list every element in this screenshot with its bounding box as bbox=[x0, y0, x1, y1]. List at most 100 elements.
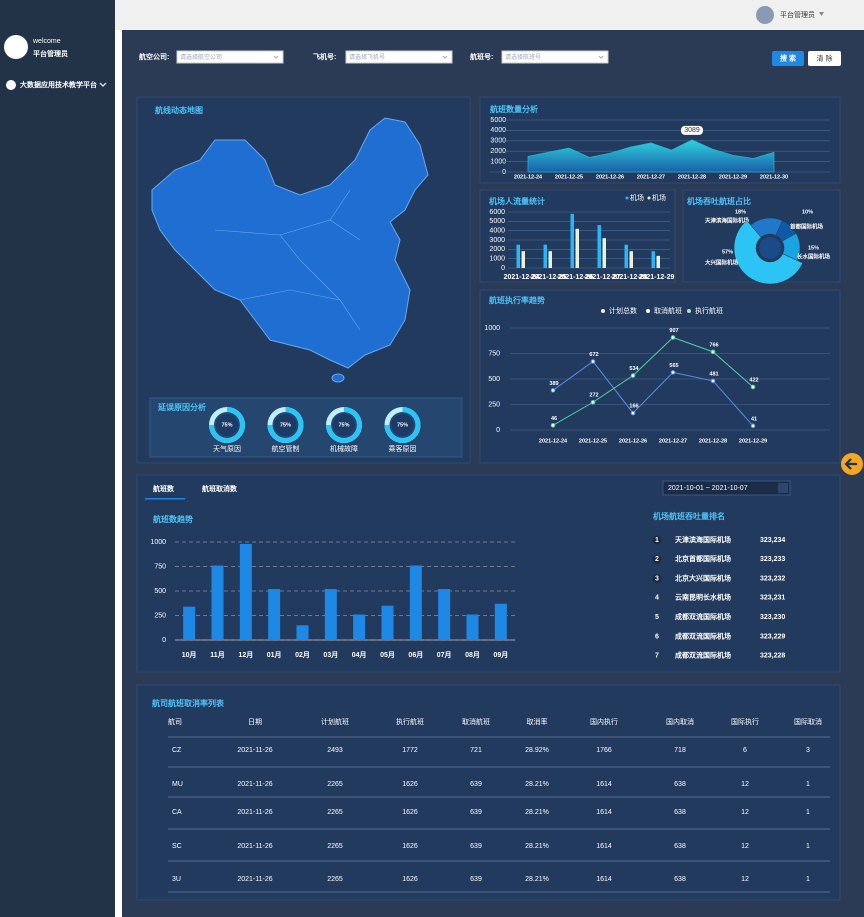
clear-button[interactable] bbox=[808, 51, 841, 66]
x-tick-label: 09月 bbox=[493, 651, 508, 659]
tab[interactable]: 航班取消数 bbox=[202, 484, 238, 493]
cell: 639 bbox=[470, 876, 482, 883]
search-text: 搜 索 bbox=[780, 53, 796, 62]
x-tick-label: 06月 bbox=[408, 651, 423, 659]
cell: 638 bbox=[674, 843, 686, 850]
column-header: 航司 bbox=[168, 717, 182, 726]
y-tick-label: 1000 bbox=[150, 539, 166, 546]
panel-title: 机场吞吐航班占比 bbox=[687, 196, 751, 206]
cell: 1626 bbox=[402, 843, 418, 850]
airport: 成都双流国际机场 bbox=[675, 631, 731, 640]
top-bar bbox=[115, 0, 864, 30]
donut-center bbox=[216, 414, 238, 436]
pie-label: 长水国际机场 bbox=[797, 252, 831, 260]
point bbox=[710, 378, 716, 384]
legend-dot bbox=[646, 309, 650, 313]
bar bbox=[651, 251, 655, 268]
data-label: 672 bbox=[589, 352, 598, 358]
rank-badge bbox=[652, 574, 662, 584]
donut-label: 75% bbox=[221, 422, 232, 428]
legend-label: 取消航班 bbox=[654, 306, 682, 315]
header-user[interactable]: 平台管理员 bbox=[780, 10, 815, 19]
filter-input[interactable] bbox=[176, 50, 284, 64]
filter-label: 飞机号: bbox=[313, 52, 336, 61]
menu-chevron[interactable] bbox=[99, 82, 107, 87]
legend-dot bbox=[625, 196, 629, 200]
column-header: 国内执行 bbox=[590, 717, 618, 726]
filter-label: 航空公司: bbox=[139, 52, 169, 61]
x-tick-label: 2021-12-25 bbox=[579, 438, 607, 444]
menu-item[interactable]: 大数据应用技术教学平台 bbox=[20, 80, 97, 89]
bar bbox=[494, 603, 507, 640]
bar bbox=[381, 605, 394, 640]
area bbox=[527, 139, 775, 173]
y-tick-label: 750 bbox=[154, 563, 166, 570]
cell: 718 bbox=[674, 747, 686, 754]
cell: 638 bbox=[674, 809, 686, 816]
pie-value: 15% bbox=[808, 245, 819, 251]
bar bbox=[656, 255, 660, 268]
date-range[interactable] bbox=[662, 480, 791, 496]
bar bbox=[268, 589, 281, 640]
point bbox=[670, 335, 676, 340]
donut-name: 机械故障 bbox=[330, 444, 358, 453]
cell: 2265 bbox=[327, 781, 343, 788]
donut-center bbox=[333, 414, 355, 436]
search-button[interactable] bbox=[772, 51, 804, 66]
y-tick-label: 5000 bbox=[490, 117, 506, 124]
cell: 28.21% bbox=[525, 843, 549, 850]
column-header: 取消航班 bbox=[462, 717, 490, 726]
x-tick-label: 11月 bbox=[210, 651, 224, 659]
rank: 4 bbox=[655, 595, 659, 602]
filter-input[interactable] bbox=[345, 50, 453, 64]
avatar[interactable] bbox=[756, 6, 774, 24]
bar bbox=[575, 228, 579, 268]
bar bbox=[466, 614, 479, 640]
filter-input[interactable] bbox=[501, 50, 609, 64]
point bbox=[710, 349, 716, 355]
hainan bbox=[331, 373, 345, 383]
cell: 1 bbox=[806, 781, 810, 788]
donut-center bbox=[274, 414, 297, 436]
y-tick-label: 250 bbox=[488, 401, 500, 408]
data-label: 3089 bbox=[684, 127, 700, 134]
tab[interactable]: 航班数 bbox=[153, 484, 175, 493]
menu-icon bbox=[6, 80, 16, 90]
x-tick-label: 03月 bbox=[323, 651, 338, 659]
rank: 6 bbox=[655, 633, 659, 640]
x-tick-label: 2021-12-26 bbox=[596, 174, 624, 180]
cell: 2021-11-26 bbox=[237, 876, 272, 883]
cell: 2021-11-26 bbox=[237, 809, 272, 816]
rank: 7 bbox=[655, 653, 659, 660]
bar bbox=[183, 606, 196, 640]
y-tick-label: 3000 bbox=[490, 138, 506, 145]
cell: 2021-11-26 bbox=[237, 843, 272, 850]
y-tick-label: 3000 bbox=[489, 237, 505, 244]
rank: 1 bbox=[655, 537, 659, 544]
sidebar bbox=[0, 0, 115, 917]
y-tick-label: 250 bbox=[154, 612, 166, 619]
column-header: 计划航班 bbox=[321, 717, 349, 726]
province-borders bbox=[214, 189, 361, 331]
rank-badge bbox=[652, 535, 662, 545]
cell: 12 bbox=[741, 843, 749, 850]
x-tick-label: 2021-12-29 bbox=[739, 438, 767, 444]
legend-dot bbox=[601, 309, 605, 313]
date-icon[interactable] bbox=[778, 483, 788, 493]
bar bbox=[597, 225, 601, 268]
airport: 北京大兴国际机场 bbox=[675, 573, 731, 582]
legend-label: 执行航班 bbox=[695, 306, 723, 315]
cell: 28.92% bbox=[525, 747, 549, 754]
cell: 638 bbox=[674, 876, 686, 883]
cell: 28.21% bbox=[525, 876, 549, 883]
donut-label: 75% bbox=[338, 422, 349, 428]
select-arrow bbox=[598, 55, 604, 59]
pie-label: 天津滨海国际机场 bbox=[705, 216, 750, 224]
cell: CZ bbox=[172, 747, 182, 754]
donut-label: 75% bbox=[397, 422, 408, 428]
user-avatar bbox=[4, 35, 28, 59]
welcome: welcome bbox=[32, 38, 61, 45]
dropdown-arrow[interactable] bbox=[819, 12, 824, 16]
select-arrow bbox=[273, 55, 279, 59]
x-tick-label: 2021-12-24 bbox=[539, 438, 568, 444]
